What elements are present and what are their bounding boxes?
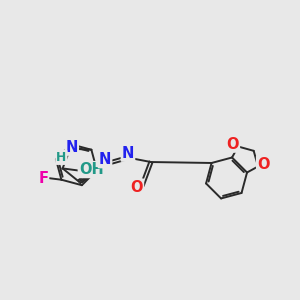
Text: O: O [226,136,239,152]
Text: O: O [257,157,270,172]
Text: N: N [65,140,78,154]
Text: F: F [38,171,48,186]
Text: N: N [122,146,134,161]
Text: N: N [99,152,111,167]
Text: H: H [56,151,67,164]
Text: O: O [130,180,143,195]
Text: OH: OH [79,162,104,177]
